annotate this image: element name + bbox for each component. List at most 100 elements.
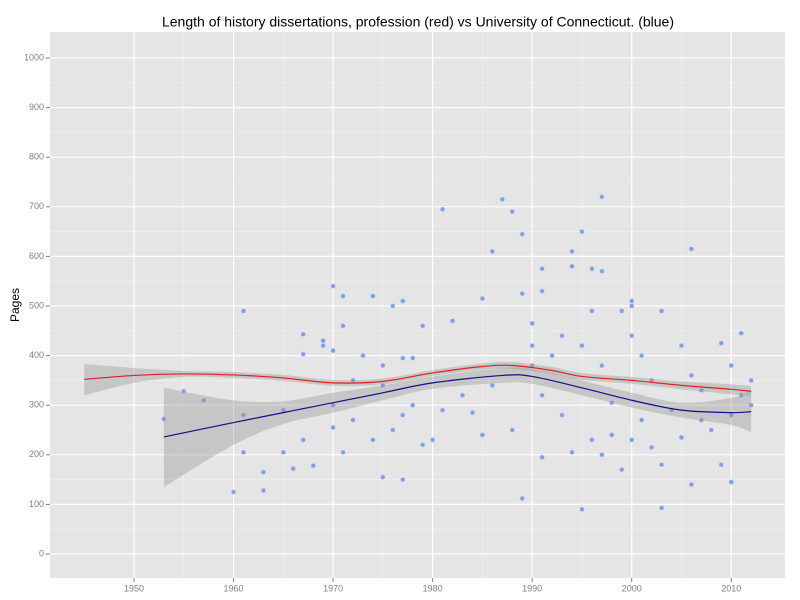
point (639, 353, 645, 359)
point (629, 298, 635, 304)
point (260, 469, 266, 475)
point (330, 283, 336, 289)
point (420, 323, 426, 329)
point (688, 246, 694, 252)
smooth-line (84, 364, 752, 392)
point (300, 437, 306, 443)
plot-panel (50, 32, 785, 578)
point (340, 293, 346, 299)
point (698, 387, 704, 393)
point (380, 382, 386, 388)
point (420, 442, 426, 448)
point (290, 466, 296, 472)
y-tick-label: 600 (29, 251, 44, 261)
point (599, 194, 605, 200)
point (619, 467, 625, 473)
point (539, 288, 545, 294)
point (718, 340, 724, 346)
point (430, 437, 436, 443)
point (440, 206, 446, 212)
y-tick-label: 500 (29, 300, 44, 310)
point (659, 462, 665, 468)
point (390, 427, 396, 433)
point (589, 437, 595, 443)
point (559, 333, 565, 339)
point (639, 417, 645, 423)
smooth-line (163, 374, 752, 438)
point (579, 506, 585, 512)
point (330, 425, 336, 431)
point (529, 343, 535, 349)
point (410, 402, 416, 408)
point (509, 209, 515, 215)
point (629, 333, 635, 339)
point (718, 462, 724, 468)
y-tick-label: 200 (29, 449, 44, 459)
point (539, 454, 545, 460)
point (479, 432, 485, 438)
point (579, 343, 585, 349)
point (619, 308, 625, 314)
point (450, 318, 456, 324)
point (728, 363, 734, 369)
point (330, 348, 336, 354)
point (380, 363, 386, 369)
point (539, 266, 545, 272)
x-tick-label: 2000 (622, 583, 642, 593)
point (390, 303, 396, 309)
point (340, 323, 346, 329)
point (728, 479, 734, 485)
point (161, 416, 167, 422)
point (440, 407, 446, 413)
point (688, 372, 694, 378)
point (609, 400, 615, 406)
point (231, 489, 237, 495)
confidence-band (163, 367, 752, 488)
point (479, 296, 485, 302)
point (629, 437, 635, 443)
point (509, 427, 515, 433)
x-tick-label: 1980 (423, 583, 443, 593)
point (469, 410, 475, 416)
point (400, 477, 406, 483)
y-tick-label: 0 (39, 548, 44, 558)
point (659, 505, 665, 511)
point (489, 382, 495, 388)
point (579, 229, 585, 235)
y-tick-label: 100 (29, 499, 44, 509)
point (529, 320, 535, 326)
x-tick-label: 1950 (124, 583, 144, 593)
point (340, 449, 346, 455)
y-axis-label: Pages (8, 288, 22, 322)
point (360, 353, 366, 359)
point (649, 444, 655, 450)
y-tick-label: 300 (29, 400, 44, 410)
point (181, 388, 187, 394)
point (320, 338, 326, 344)
point (241, 308, 247, 314)
point (400, 298, 406, 304)
point (400, 412, 406, 418)
y-tick-label: 700 (29, 201, 44, 211)
point (201, 397, 207, 403)
point (519, 231, 525, 237)
point (350, 417, 356, 423)
point (280, 449, 286, 455)
point (678, 434, 684, 440)
point (569, 449, 575, 455)
point (748, 402, 754, 408)
point (459, 392, 465, 398)
x-tick-label: 1970 (323, 583, 343, 593)
point (549, 353, 555, 359)
point (738, 392, 744, 398)
point (519, 291, 525, 297)
chart-title: Length of history dissertations, profess… (162, 14, 674, 30)
point (539, 392, 545, 398)
point (609, 432, 615, 438)
point (589, 266, 595, 272)
point (629, 303, 635, 309)
x-tick-label: 1990 (522, 583, 542, 593)
point (599, 363, 605, 369)
point (310, 463, 316, 469)
